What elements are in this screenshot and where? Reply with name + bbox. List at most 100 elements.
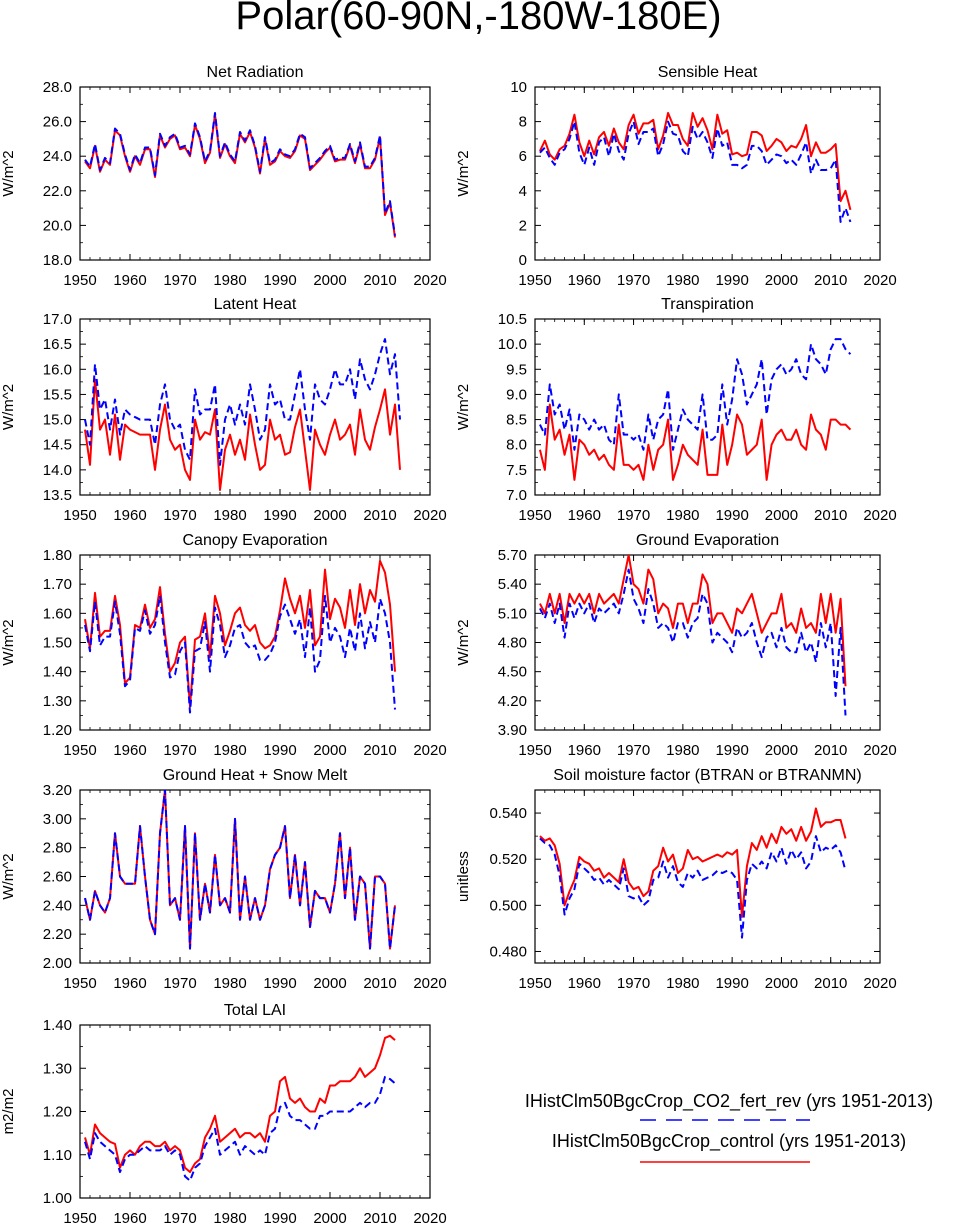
x-tick-label: 1980	[213, 272, 246, 289]
y-tick-label: 5.40	[498, 576, 527, 593]
series-line-co2-fert-rev	[539, 568, 847, 716]
series-line-control	[84, 1034, 396, 1174]
x-tick-label: 1960	[568, 975, 601, 992]
x-tick-label: 2000	[313, 1210, 346, 1227]
x-tick-label: 1990	[263, 272, 296, 289]
chart-panel-4: Transpiration 1950 1960 1970 1980 1990 2000 201…	[455, 296, 897, 524]
panel-title: Transpiration	[661, 296, 754, 313]
x-tick-label: 1970	[163, 975, 196, 992]
y-tick-label: 8	[519, 114, 527, 131]
y-tick-label: 1.30	[43, 1060, 72, 1077]
y-axis-label: unitless	[455, 851, 472, 902]
y-tick-label: 8.0	[506, 437, 527, 454]
x-tick-label: 1960	[113, 507, 146, 524]
y-axis-label: W/m^2	[455, 384, 472, 430]
plot-frame	[534, 554, 881, 731]
y-tick-label: 3.90	[498, 722, 527, 739]
x-tick-label: 1970	[163, 1210, 196, 1227]
series-line-control	[539, 555, 847, 687]
y-tick-label: 17.0	[43, 311, 72, 328]
y-tick-label: 8.5	[506, 412, 527, 429]
figure-title: Polar(60-90N,-180W-180E)	[235, 0, 722, 38]
x-tick-label: 1960	[113, 975, 146, 992]
x-tick-label: 2020	[413, 975, 446, 992]
x-tick-label: 1950	[518, 507, 551, 524]
plot-frame	[79, 86, 431, 261]
plot-frame	[534, 86, 881, 261]
legend-label: IHistClm50BgcCrop_CO2_fert_rev (yrs 1951…	[525, 1091, 933, 1112]
x-tick-label: 2010	[363, 1210, 396, 1227]
y-tick-label: 6	[519, 148, 527, 165]
series-line-control	[84, 790, 396, 950]
y-tick-label: 1.30	[43, 693, 72, 710]
series-line-control	[539, 111, 852, 211]
x-tick-label: 1950	[63, 742, 96, 759]
x-tick-label: 1950	[518, 742, 551, 759]
chart-panel-9: Total LAI 1950 1960 1970 1980 1990 2000 2010 202…	[0, 1002, 447, 1227]
x-tick-label: 1970	[617, 272, 650, 289]
panel-title: Ground Evaporation	[636, 532, 779, 549]
y-tick-label: 7.5	[506, 462, 527, 479]
x-tick-label: 1970	[617, 975, 650, 992]
x-tick-label: 1980	[213, 507, 246, 524]
x-tick-label: 2010	[814, 272, 847, 289]
y-tick-label: 9.0	[506, 386, 527, 403]
series-line-co2-fert-rev	[539, 120, 852, 223]
y-tick-label: 3.20	[43, 782, 72, 799]
legend-label: IHistClm50BgcCrop_control (yrs 1951-2013…	[552, 1131, 906, 1152]
x-tick-label: 1990	[715, 975, 748, 992]
x-tick-label: 1980	[666, 272, 699, 289]
x-tick-label: 2020	[413, 1210, 446, 1227]
y-tick-label: 1.80	[43, 547, 72, 564]
chart-panel-3: Latent Heat 1950 1960 1970 1980 1990 2000 2010 2…	[0, 296, 447, 524]
chart-panel-5: Canopy Evaporation 1950 1960 1970 1980 1990 20…	[0, 532, 447, 759]
x-tick-label: 2020	[863, 507, 896, 524]
y-tick-label: 1.40	[43, 1017, 72, 1034]
y-tick-label: 15.0	[43, 412, 72, 429]
y-tick-label: 4.80	[498, 635, 527, 652]
y-tick-label: 2.00	[43, 955, 72, 972]
x-tick-label: 2020	[413, 507, 446, 524]
x-tick-label: 1980	[666, 742, 699, 759]
chart-panel-6: Ground Evaporation 1950 1960 1970 1980 1990 20…	[455, 532, 897, 759]
x-tick-label: 1990	[715, 507, 748, 524]
x-tick-label: 1980	[666, 975, 699, 992]
panel-title: Canopy Evaporation	[183, 532, 328, 549]
y-tick-label: 15.5	[43, 386, 72, 403]
y-axis-label: m2/m2	[0, 1089, 17, 1135]
y-tick-label: 0.480	[489, 943, 527, 960]
series-line-control	[538, 403, 852, 481]
x-tick-label: 1950	[63, 507, 96, 524]
y-tick-label: 18.0	[43, 252, 72, 269]
y-tick-label: 0.540	[489, 805, 527, 822]
x-tick-label: 2010	[363, 742, 396, 759]
x-tick-label: 1960	[113, 272, 146, 289]
series-line-co2-fert-rev	[84, 1075, 396, 1182]
x-tick-label: 2010	[814, 507, 847, 524]
x-tick-label: 1990	[263, 507, 296, 524]
chart-panel-1: Net Radiation 1950 1960 1970 1980 1990 2000 201…	[0, 64, 447, 289]
y-axis-label: W/m^2	[455, 619, 472, 665]
x-tick-label: 2020	[863, 272, 896, 289]
x-tick-label: 2000	[313, 975, 346, 992]
x-tick-label: 2020	[863, 742, 896, 759]
x-tick-label: 2000	[765, 272, 798, 289]
x-tick-label: 1980	[213, 1210, 246, 1227]
x-tick-label: 1970	[163, 272, 196, 289]
y-tick-label: 28.0	[43, 79, 72, 96]
y-tick-label: 1.60	[43, 605, 72, 622]
y-tick-label: 5.10	[498, 605, 527, 622]
y-tick-label: 14.5	[43, 437, 72, 454]
y-tick-label: 1.50	[43, 635, 72, 652]
x-tick-label: 2010	[814, 975, 847, 992]
x-tick-label: 2010	[814, 742, 847, 759]
x-tick-label: 2000	[765, 742, 798, 759]
y-tick-label: 10	[510, 79, 527, 96]
y-tick-label: 1.10	[43, 1147, 72, 1164]
y-tick-label: 13.5	[43, 487, 72, 504]
y-tick-label: 16.0	[43, 361, 72, 378]
y-axis-label: W/m^2	[455, 150, 472, 196]
